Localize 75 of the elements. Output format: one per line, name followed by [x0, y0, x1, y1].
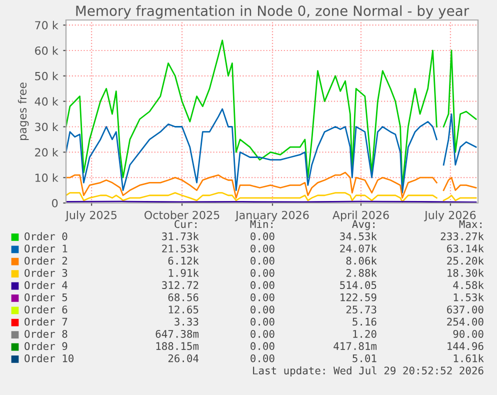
text: 18.30k — [448, 268, 484, 277]
text: 0.00 — [250, 232, 274, 240]
text: 514.05 — [340, 281, 376, 290]
text: 5.16 — [352, 318, 376, 326]
y-tick-label: 70 k — [35, 20, 58, 30]
y-tick-label: 50 k — [35, 72, 58, 80]
text: 122.59 — [340, 293, 376, 302]
legend-label: Order 4 — [24, 280, 68, 290]
text: 0.00 — [250, 318, 274, 326]
text: 417.81m — [334, 342, 377, 350]
chart-title: Memory fragmentation in Node 0, zone Normal - by year — [76, 5, 470, 19]
x-tick-label: April 2026 — [332, 210, 389, 222]
text: 647.38m — [156, 330, 199, 338]
text: 188.15m — [156, 342, 199, 350]
y-tick-label: 20 k — [35, 148, 58, 157]
x-tick-label: October 2025 — [144, 210, 220, 220]
text: 0.00 — [250, 244, 274, 252]
text: 0.00 — [250, 306, 274, 314]
text: 90.00 — [453, 330, 484, 338]
x-tick-label: July 2026 — [424, 210, 476, 222]
text: 0.00 — [250, 268, 274, 277]
y-axis-title: pages free — [18, 82, 29, 140]
text: 1.53k — [454, 293, 484, 302]
text: 2.88k — [346, 268, 377, 277]
text: 0.00 — [250, 293, 274, 302]
text: 8.06k — [346, 256, 377, 265]
legend-label: Order 9 — [24, 342, 68, 350]
text: 25.20k — [447, 256, 484, 265]
legend-label: Order 6 — [24, 305, 68, 314]
x-tick-label: July 2025 — [65, 210, 116, 222]
legend-label: Order 2 — [24, 256, 68, 265]
text: 31.73k — [162, 232, 199, 240]
text: 0.00 — [250, 342, 274, 350]
text: 1.91k — [168, 268, 199, 277]
legend-label: Order 10 — [24, 354, 74, 362]
text: 63.14k — [447, 244, 484, 252]
legend-label: Order 3 — [24, 268, 68, 277]
text: 0.00 — [250, 354, 274, 362]
text: 0.00 — [250, 256, 274, 265]
text: 3.33 — [174, 318, 198, 326]
text: Last update: Wed Jul 29 20:52:52 2026 — [253, 366, 484, 376]
text: 1.20 — [353, 330, 376, 338]
text: 0.00 — [250, 330, 274, 338]
text: 34.53k — [340, 232, 377, 240]
y-tick-label: 0 — [52, 198, 58, 208]
y-tick-label: 60 k — [35, 46, 58, 55]
text: Max: — [459, 220, 482, 228]
text: 233.27k — [440, 232, 484, 240]
text: 6.12k — [168, 256, 199, 265]
y-tick-label: 40 k — [34, 97, 58, 106]
text: 254.00 — [447, 318, 484, 326]
legend-label: Order 1 — [24, 244, 68, 252]
text: 24.07k — [340, 244, 377, 252]
text: Cur: — [174, 220, 196, 228]
y-tick-label: 10 k — [35, 173, 58, 182]
text: 312.72 — [162, 281, 198, 290]
text: Min: — [250, 220, 272, 228]
text: 68.56 — [168, 293, 198, 302]
text: 12.65 — [168, 306, 198, 314]
text: 25.73 — [346, 306, 376, 314]
text: 144.96 — [448, 342, 484, 350]
text: 21.53k — [162, 244, 199, 252]
legend-label: Order 8 — [24, 330, 68, 338]
legend-label: Order 7 — [24, 318, 68, 326]
text: 1.61k — [454, 354, 484, 362]
y-tick-label: 30 k — [35, 122, 58, 132]
x-tick-label: January 2026 — [234, 210, 309, 222]
text: 5.01 — [352, 354, 376, 362]
text: 26.04 — [168, 354, 199, 362]
text: 637.00 — [447, 306, 484, 314]
text: 0.00 — [250, 281, 274, 290]
text: Avg: — [352, 220, 374, 230]
text: 4.58k — [453, 280, 484, 290]
legend-label: Order 0 — [24, 232, 68, 240]
legend-label: Order 5 — [24, 293, 68, 302]
